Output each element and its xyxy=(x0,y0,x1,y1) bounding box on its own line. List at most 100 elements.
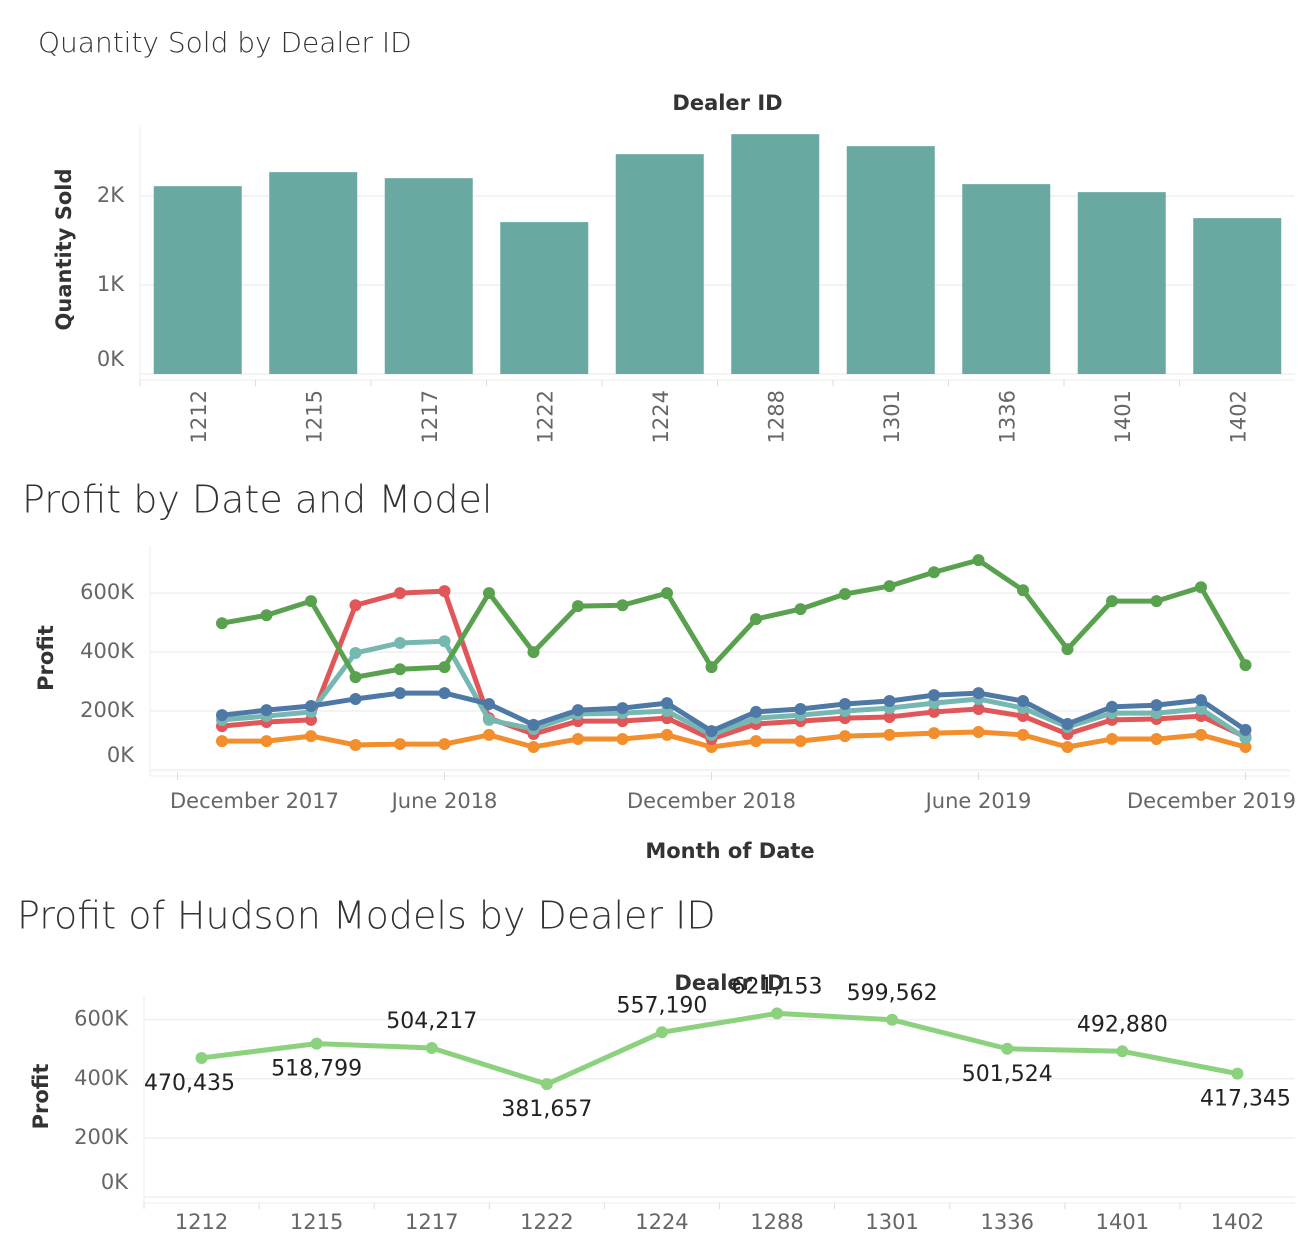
point xyxy=(1150,699,1163,712)
x-tick-label: December 2019 xyxy=(1127,789,1296,813)
point xyxy=(216,735,228,748)
data-label: 381,657 xyxy=(501,1097,592,1122)
point xyxy=(839,730,851,743)
point xyxy=(1195,581,1207,594)
point xyxy=(260,735,273,748)
point xyxy=(750,705,762,718)
x-tick-label: 1212 xyxy=(187,390,211,443)
point xyxy=(310,1037,323,1050)
x-tick-label: 1212 xyxy=(175,1210,228,1234)
point xyxy=(527,718,540,731)
point xyxy=(771,1007,784,1020)
line xyxy=(222,729,1247,750)
x-tick-label: June 2019 xyxy=(924,789,1032,813)
data-label: 599,562 xyxy=(847,981,938,1006)
point xyxy=(750,735,762,748)
y-tick-label: 0K xyxy=(101,1170,129,1194)
bar xyxy=(1077,192,1166,374)
point xyxy=(1239,723,1252,736)
point xyxy=(1239,659,1252,672)
y-axis-title: Quantity Sold xyxy=(52,169,76,331)
point xyxy=(438,687,451,700)
x-tick-label: December 2018 xyxy=(627,789,796,813)
point xyxy=(1231,1067,1244,1080)
line xyxy=(221,557,1248,680)
y-tick-label: 1K xyxy=(97,272,125,296)
bar xyxy=(153,186,242,374)
point xyxy=(886,1013,899,1026)
data-label: 470,435 xyxy=(144,1071,235,1096)
y-tick-label: 0K xyxy=(107,743,135,767)
point xyxy=(928,689,940,702)
x-tick-label: 1301 xyxy=(880,390,904,443)
point xyxy=(1116,1045,1129,1058)
point xyxy=(216,617,228,630)
bar xyxy=(731,134,820,374)
point xyxy=(928,566,940,579)
data-label: 518,799 xyxy=(271,1057,362,1082)
point xyxy=(483,713,495,726)
point xyxy=(305,730,317,743)
y-tick-label: 200K xyxy=(74,1125,129,1149)
point xyxy=(394,636,406,649)
point xyxy=(1017,728,1029,741)
chart-title: Profit by Date and Model xyxy=(22,478,492,522)
x-tick-label: 1288 xyxy=(764,390,788,443)
point xyxy=(425,1041,438,1054)
point xyxy=(972,687,985,700)
data-label: 557,190 xyxy=(616,993,707,1018)
point xyxy=(972,702,985,715)
y-tick-label: 400K xyxy=(80,639,135,663)
point xyxy=(540,1078,553,1091)
point xyxy=(972,725,985,738)
point xyxy=(655,1026,668,1039)
point xyxy=(1001,1042,1014,1055)
point xyxy=(260,704,273,717)
point xyxy=(349,671,362,684)
point xyxy=(572,704,584,717)
point xyxy=(928,727,940,740)
y-tick-label: 400K xyxy=(74,1066,129,1090)
point xyxy=(394,663,406,676)
point xyxy=(394,738,406,751)
bar xyxy=(962,184,1051,374)
point xyxy=(1061,741,1074,754)
point xyxy=(305,595,317,608)
point xyxy=(1106,595,1118,608)
x-tick-label: 1215 xyxy=(302,390,326,443)
bar xyxy=(269,172,358,374)
bar xyxy=(615,154,704,374)
point xyxy=(1150,595,1163,608)
data-label: 501,524 xyxy=(962,1062,1053,1087)
point xyxy=(438,635,451,648)
point xyxy=(1106,700,1118,713)
x-tick-label: December 2017 xyxy=(170,789,339,813)
point xyxy=(661,587,673,600)
point xyxy=(705,661,718,674)
point xyxy=(616,733,629,746)
point xyxy=(394,687,406,700)
point xyxy=(794,702,807,715)
line xyxy=(221,690,1247,734)
point xyxy=(260,609,273,622)
point xyxy=(928,705,940,718)
point xyxy=(794,603,807,616)
y-tick-label: 2K xyxy=(97,183,125,207)
point xyxy=(527,741,540,754)
x-tick-label: 1224 xyxy=(635,1210,688,1234)
point xyxy=(483,728,495,741)
x-tick-label: 1336 xyxy=(995,390,1019,443)
point xyxy=(616,599,629,612)
x-tick-label: 1217 xyxy=(418,390,442,443)
point xyxy=(1195,728,1207,741)
x-tick-label: 1215 xyxy=(290,1210,343,1234)
point xyxy=(1239,741,1252,754)
point xyxy=(616,702,629,715)
y-axis-title: Profit xyxy=(29,1064,53,1130)
x-axis-title: Month of Date xyxy=(645,839,814,863)
point xyxy=(839,588,851,601)
x-axis-title: Dealer ID xyxy=(672,91,782,115)
point xyxy=(883,695,896,708)
point xyxy=(572,733,584,746)
y-tick-label: 600K xyxy=(80,580,135,604)
